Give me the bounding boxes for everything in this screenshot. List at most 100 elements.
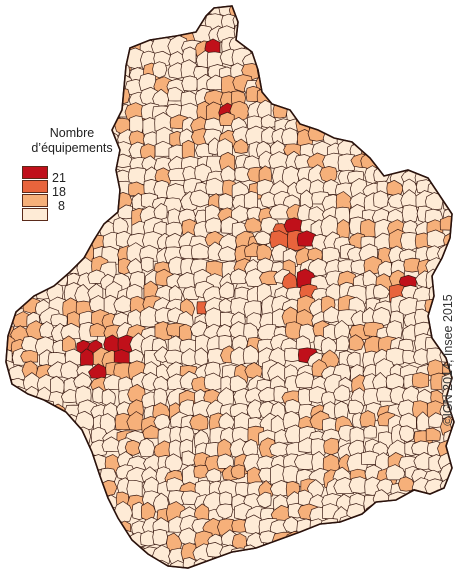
commune: [299, 189, 314, 210]
commune: [457, 478, 469, 498]
commune: [372, 283, 391, 299]
commune: [25, 272, 46, 290]
commune: [456, 139, 469, 157]
commune: [35, 414, 50, 435]
commune: [116, 520, 132, 541]
commune: [285, 545, 305, 562]
commune: [6, 532, 16, 552]
commune: [388, 140, 407, 156]
commune: [364, 98, 385, 117]
commune: [323, 47, 340, 66]
commune: [47, 540, 68, 560]
commune: [261, 22, 279, 42]
commune: [337, 558, 354, 568]
commune: [60, 478, 80, 497]
commune: [126, 479, 143, 498]
commune: [372, 64, 392, 88]
commune: [6, 157, 20, 175]
commune: [455, 65, 469, 86]
commune: [307, 37, 326, 53]
commune: [427, 9, 444, 27]
commune: [359, 50, 380, 69]
commune: [456, 54, 469, 70]
commune: [333, 384, 351, 402]
commune: [402, 61, 423, 84]
commune: [51, 504, 70, 525]
commune: [48, 260, 69, 275]
commune: [74, 547, 92, 563]
commune: [425, 192, 444, 211]
commune: [38, 228, 54, 249]
commune: [455, 494, 469, 509]
commune: [46, 85, 70, 106]
legend-threshold-21: 21: [52, 171, 66, 185]
commune: [258, 38, 280, 57]
commune: [352, 128, 371, 144]
commune: [152, 12, 170, 31]
commune: [401, 34, 419, 54]
commune: [438, 9, 454, 27]
commune: [413, 546, 432, 565]
commune: [321, 62, 340, 84]
commune: [73, 229, 90, 250]
commune: [99, 516, 117, 535]
commune: [401, 10, 418, 31]
commune: [390, 529, 409, 548]
commune: [60, 322, 83, 340]
commune: [101, 75, 114, 94]
commune: [229, 268, 249, 285]
commune: [35, 521, 54, 541]
commune: [373, 6, 392, 16]
commune: [283, 6, 300, 16]
commune: [365, 85, 384, 105]
commune: [23, 256, 44, 273]
commune: [61, 73, 82, 93]
commune: [65, 515, 83, 534]
commune: [389, 6, 410, 16]
commune: [307, 258, 329, 277]
commune: [11, 493, 29, 514]
commune: [348, 89, 366, 108]
commune: [38, 244, 53, 260]
commune: [246, 399, 262, 419]
commune: [164, 453, 184, 473]
commune: [35, 8, 54, 29]
commune: [104, 556, 124, 568]
commune: [349, 6, 367, 21]
commune: [450, 416, 454, 435]
commune: [101, 388, 116, 407]
commune: [75, 556, 93, 568]
commune: [91, 491, 109, 512]
commune: [337, 90, 352, 110]
commune: [116, 546, 137, 565]
commune: [140, 501, 156, 521]
commune: [350, 64, 369, 85]
commune: [25, 26, 47, 46]
commune: [50, 313, 68, 326]
commune: [403, 23, 421, 43]
commune: [92, 61, 114, 85]
commune: [117, 572, 135, 576]
commune: [34, 477, 54, 497]
commune: [413, 572, 431, 576]
commune: [333, 75, 356, 96]
commune: [300, 38, 321, 58]
commune: [335, 35, 354, 52]
commune: [375, 533, 395, 550]
commune: [140, 530, 156, 547]
commune: [259, 558, 277, 568]
commune: [309, 26, 326, 45]
commune: [27, 35, 48, 52]
commune: [50, 558, 68, 568]
commune: [361, 127, 378, 149]
commune: [33, 429, 55, 451]
commune: [215, 503, 234, 520]
commune: [442, 190, 454, 212]
commune: [319, 561, 340, 568]
legend-title-line1: Nombre: [49, 126, 95, 140]
commune: [269, 441, 290, 458]
commune: [269, 543, 291, 560]
commune: [6, 283, 15, 303]
commune: [22, 518, 44, 538]
